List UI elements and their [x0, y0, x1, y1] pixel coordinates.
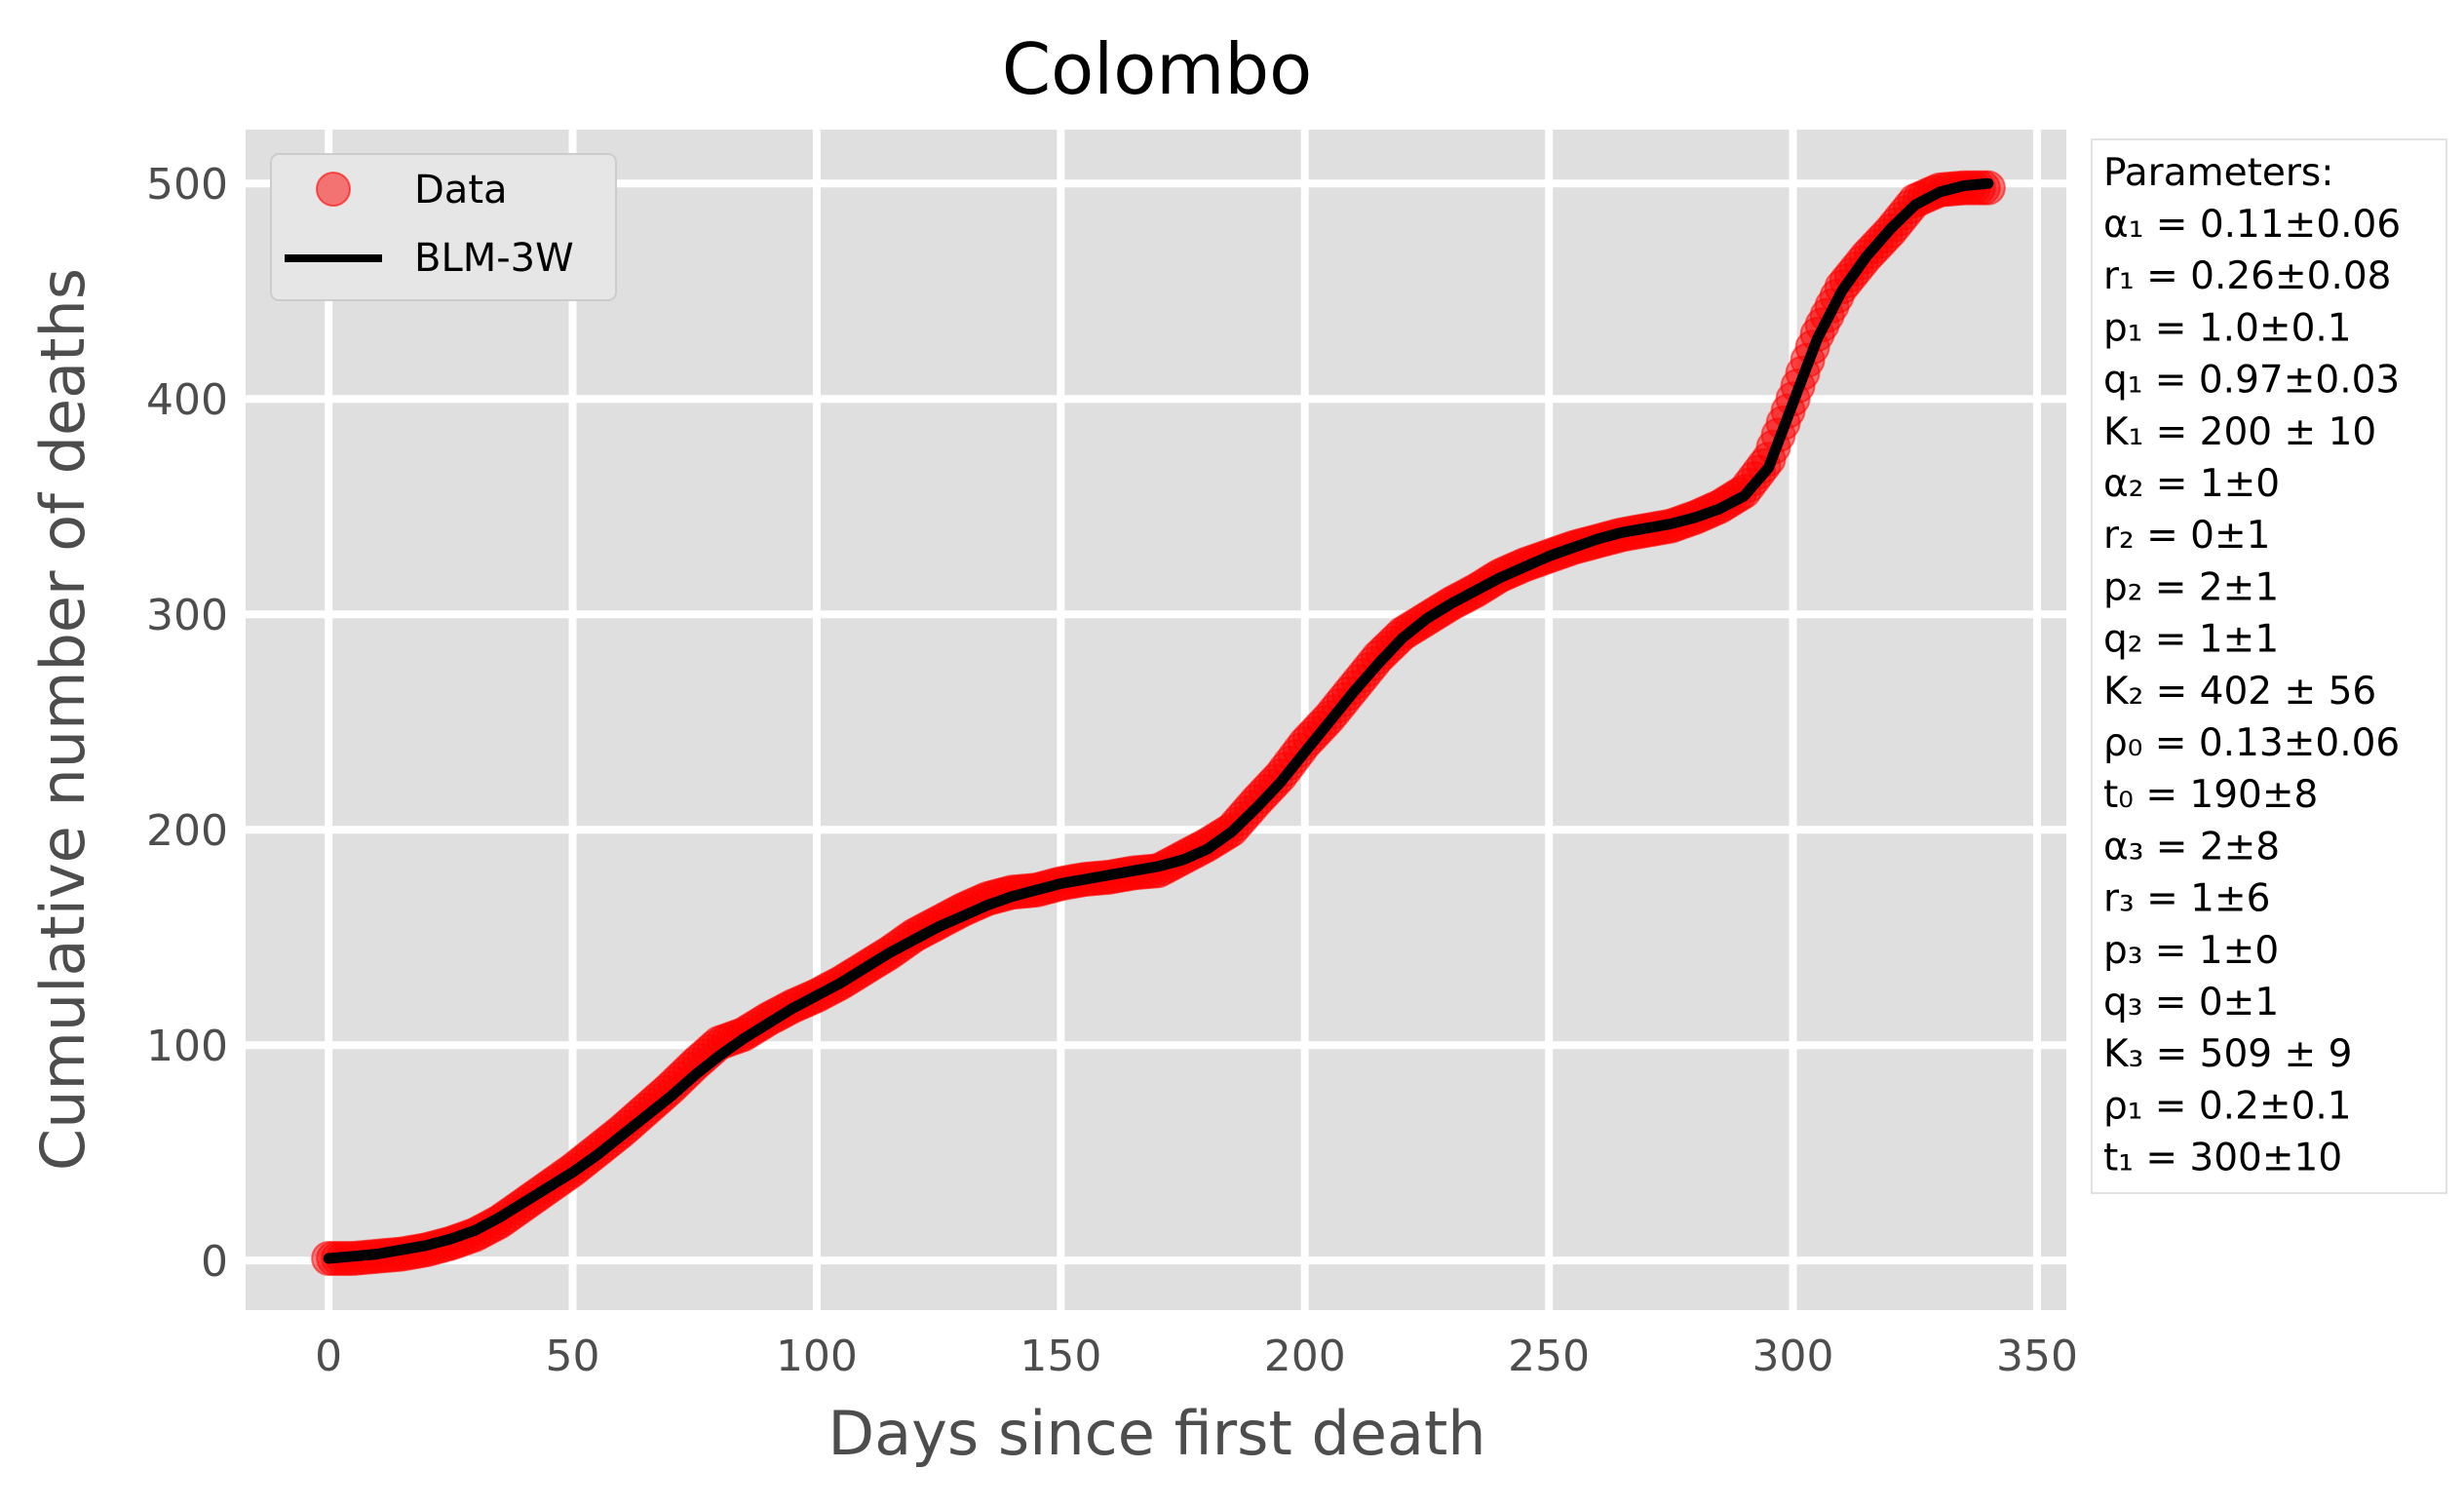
parameter-line: t₀ = 190±8 — [2103, 773, 2318, 817]
plot-background — [246, 130, 2066, 1310]
y-tick-label: 200 — [146, 806, 228, 856]
x-tick-label: 200 — [1264, 1332, 1346, 1381]
parameter-line: r₃ = 1±6 — [2103, 877, 2270, 921]
y-tick-label: 400 — [146, 375, 228, 425]
parameter-line: q₃ = 0±1 — [2103, 981, 2279, 1024]
legend: Data BLM-3W — [270, 153, 617, 301]
legend-label-data: Data — [414, 168, 508, 213]
x-tick-label: 350 — [1996, 1332, 2078, 1381]
y-tick-label: 300 — [146, 591, 228, 640]
y-tick-label: 0 — [201, 1237, 228, 1287]
x-tick-label: 150 — [1020, 1332, 1101, 1381]
legend-label-blm-3w: BLM-3W — [414, 236, 574, 281]
parameter-line: r₁ = 0.26±0.08 — [2103, 254, 2392, 298]
grid — [246, 130, 2066, 1310]
parameter-line: K₃ = 509 ± 9 — [2103, 1032, 2352, 1076]
parameters-box: Parameters: α₁ = 0.11±0.06 r₁ = 0.26±0.08… — [2091, 138, 2447, 1194]
y-tick-label: 500 — [146, 160, 228, 210]
parameter-line: α₂ = 1±0 — [2103, 462, 2280, 506]
y-tick-label: 100 — [146, 1022, 228, 1071]
parameter-line: q₁ = 0.97±0.03 — [2103, 359, 2400, 403]
y-axis-label: Cumulative number of deaths — [27, 268, 98, 1171]
tick-labels: 0 50 100 150 200 250 300 350 0 100 200 300 400 500 — [146, 160, 2078, 1381]
x-tick-label: 250 — [1508, 1332, 1590, 1381]
parameter-line: p₂ = 2±1 — [2103, 565, 2279, 609]
parameter-line: ρ₁ = 0.2±0.1 — [2103, 1084, 2352, 1128]
x-tick-label: 100 — [776, 1332, 858, 1381]
parameter-line: ρ₀ = 0.13±0.06 — [2103, 721, 2400, 765]
parameter-line: t₁ = 300±10 — [2103, 1137, 2342, 1180]
legend-box — [270, 153, 617, 301]
x-tick-label: 300 — [1752, 1332, 1834, 1381]
parameter-line: K₁ = 200 ± 10 — [2103, 410, 2376, 454]
parameter-line: q₂ = 1±1 — [2103, 618, 2279, 662]
parameter-line: α₁ = 0.11±0.06 — [2103, 203, 2401, 247]
fit-line-blm-3w — [323, 177, 1994, 1264]
parameter-line: p₁ = 1.0±0.1 — [2103, 306, 2352, 350]
parameter-line: r₂ = 0±1 — [2103, 514, 2270, 558]
parameter-line: α₃ = 2±8 — [2103, 825, 2280, 869]
parameters-box-border — [2091, 138, 2447, 1194]
x-axis-label: Days since first death — [828, 1398, 1485, 1469]
chart-title: Colombo — [1002, 28, 1312, 110]
x-tick-label: 0 — [315, 1332, 342, 1381]
x-tick-label: 50 — [546, 1332, 600, 1381]
fit-line-layer — [323, 177, 1994, 1264]
parameters-heading: Parameters: — [2103, 151, 2333, 195]
legend-data-marker — [316, 172, 351, 207]
parameter-line: K₂ = 402 ± 56 — [2103, 670, 2376, 714]
parameter-line: p₃ = 1±0 — [2103, 929, 2279, 973]
parameter-lines: α₁ = 0.11±0.06 r₁ = 0.26±0.08 p₁ = 1.0±0.1… — [2103, 203, 2401, 1180]
